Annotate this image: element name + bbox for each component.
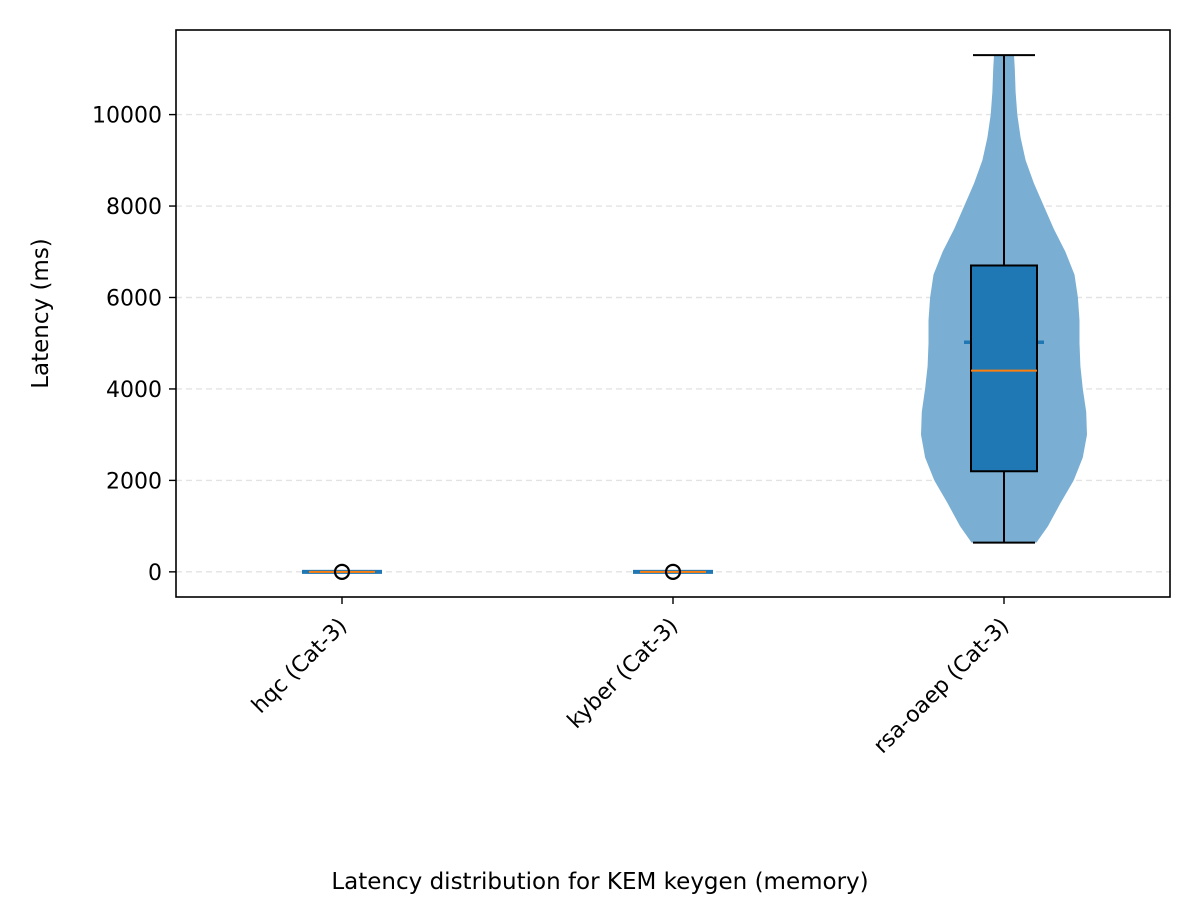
iqr-box (970, 264, 1038, 473)
y-tick-label: 0 (148, 561, 162, 586)
boxplots (309, 54, 1038, 580)
y-tick-label: 8000 (106, 195, 162, 220)
y-tick-label: 10000 (92, 104, 162, 129)
outlier-point (333, 563, 351, 580)
y-axis-label: Latency (ms) (28, 238, 54, 389)
y-tick-label: 2000 (106, 469, 162, 494)
y-axis: 0 2000 4000 6000 8000 10000 (92, 104, 176, 586)
y-tick-label: 4000 (106, 378, 162, 403)
outlier-point (664, 563, 682, 580)
chart-caption: Latency distribution for KEM keygen (mem… (331, 869, 868, 895)
y-tick-label: 6000 (106, 286, 162, 311)
